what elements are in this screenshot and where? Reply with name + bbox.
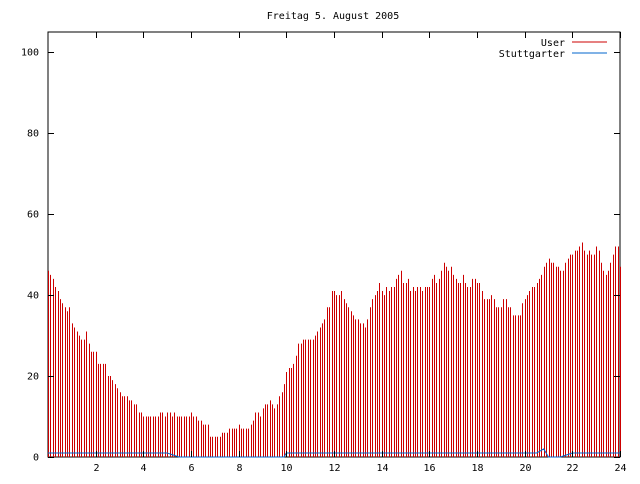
y-axis: 0 20 40 60 80 100 <box>21 48 620 464</box>
x-tick-label: 8 <box>236 463 242 474</box>
y-tick-label: 40 <box>27 291 39 302</box>
chart-title: Freitag 5. August 2005 <box>267 11 399 22</box>
y-tick-label: 0 <box>33 453 39 464</box>
x-tick-label: 6 <box>188 463 194 474</box>
legend-label-stuttgarter: Stuttgarter <box>499 49 565 60</box>
legend: User Stuttgarter <box>499 38 607 60</box>
x-tick-label: 20 <box>519 463 531 474</box>
y-tick-label: 80 <box>27 129 39 140</box>
x-tick-label: 24 <box>614 463 626 474</box>
x-tick-label: 10 <box>280 463 292 474</box>
x-axis: 2 4 6 8 10 12 14 16 18 20 22 24 <box>93 32 627 474</box>
y-tick-label: 100 <box>21 48 39 59</box>
x-tick-label: 12 <box>328 463 340 474</box>
y-tick-label: 20 <box>27 372 39 383</box>
x-tick-label: 14 <box>376 463 388 474</box>
x-tick-label: 18 <box>471 463 483 474</box>
legend-label-user: User <box>541 38 565 49</box>
x-tick-label: 16 <box>423 463 435 474</box>
user-bars <box>48 242 621 457</box>
y-tick-label: 60 <box>27 210 39 221</box>
x-tick-label: 2 <box>93 463 99 474</box>
x-tick-label: 22 <box>566 463 578 474</box>
x-tick-label: 4 <box>140 463 146 474</box>
